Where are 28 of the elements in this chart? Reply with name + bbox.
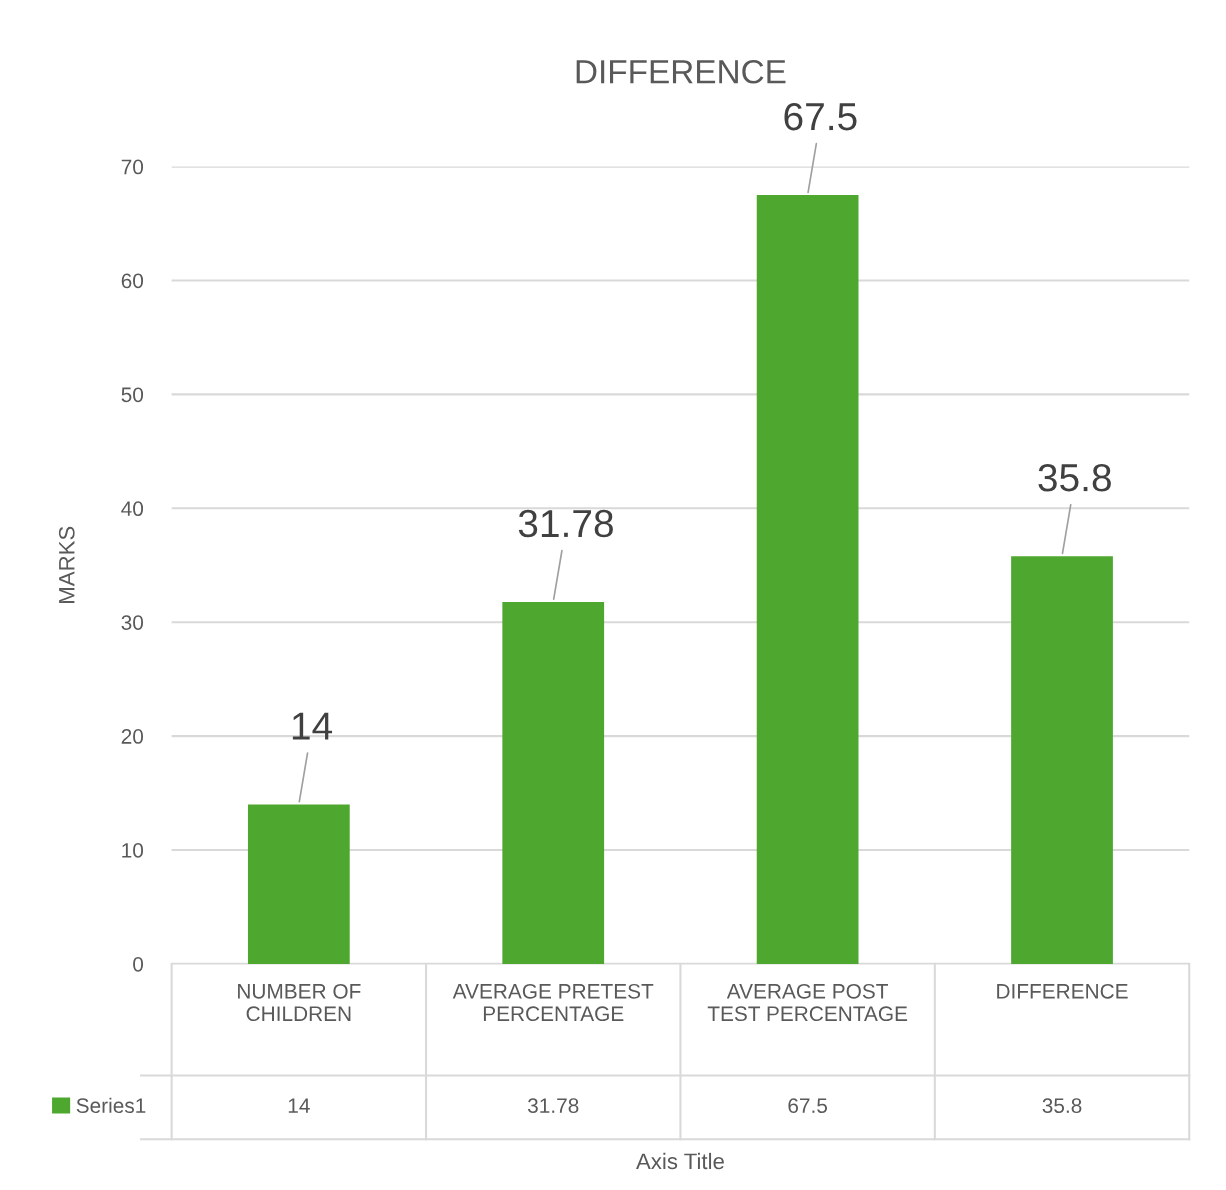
x-tick-label: DIFFERENCE [997,983,1128,999]
bar [1011,556,1113,964]
y-tick-label: 50 [121,387,144,403]
data-label: 14 [292,712,333,740]
bar [756,195,859,964]
text: 14 [288,1098,310,1113]
data-label: 35.8 [1038,463,1111,492]
y-tick-label: 60 [121,273,144,289]
text: 67.5 [788,1098,828,1114]
text: 35.8 [1042,1098,1082,1114]
y-tick-label: 10 [122,843,144,858]
x-tick-label: AVERAGE PRETEST PERCENTAGE [452,983,654,1022]
x-tick-label: NUMBER OF CHILDREN [238,983,361,1022]
y-tick-label: 0 [133,956,144,972]
x-tick-label: AVERAGE POST TEST PERCENTAGE [707,983,908,1022]
bar [247,804,350,964]
y-tick-label: 40 [121,501,144,517]
text: 31.78 [527,1098,579,1114]
data-label: 31.78 [518,509,613,538]
bar [502,601,605,964]
y-axis-title: MARKS [58,526,75,603]
data-label: 67.5 [784,102,857,131]
legend-label: Series1 [76,1097,146,1114]
chart-title: DIFFERENCE [576,59,786,84]
text: Axis Title [636,1152,724,1170]
y-tick-label: 20 [121,729,144,744]
y-tick-label: 70 [121,159,144,175]
y-tick-label: 30 [121,615,144,630]
